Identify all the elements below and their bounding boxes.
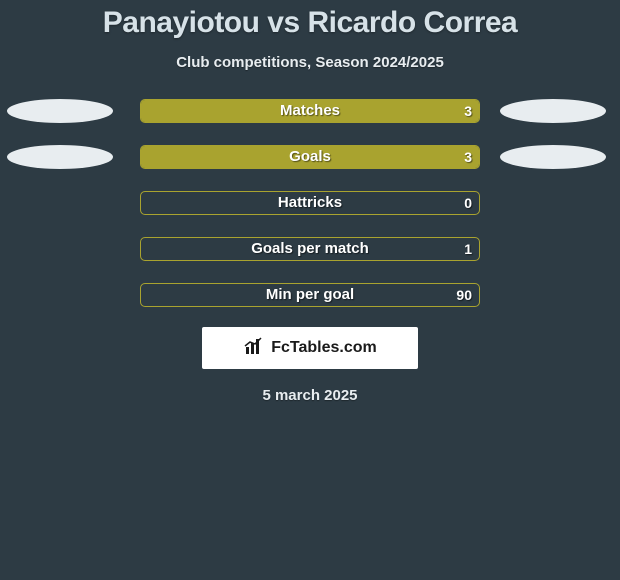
page-title: Panayiotou vs Ricardo Correa	[0, 0, 620, 40]
ellipse-right	[500, 99, 606, 123]
bar-track	[140, 283, 480, 307]
ellipse-left	[7, 145, 113, 169]
bar-track	[140, 237, 480, 261]
stat-row: Goals per match1	[0, 237, 620, 261]
ellipse-right	[500, 145, 606, 169]
stat-row: Hattricks0	[0, 191, 620, 215]
bar-track	[140, 191, 480, 215]
stat-row: Min per goal90	[0, 283, 620, 307]
brand-box: FcTables.com	[202, 327, 418, 369]
bar-track	[140, 145, 480, 169]
subtitle: Club competitions, Season 2024/2025	[0, 54, 620, 71]
ellipse-left	[7, 99, 113, 123]
stat-row: Matches3	[0, 99, 620, 123]
brand-text: FcTables.com	[271, 339, 377, 357]
bar-fill	[141, 100, 479, 122]
brand-chart-icon	[243, 336, 265, 361]
date-text: 5 march 2025	[0, 387, 620, 404]
stats-rows: Matches3 Goals3 Hattricks0 Goals per match1…	[0, 99, 620, 307]
bar-track	[140, 99, 480, 123]
bar-fill	[141, 146, 479, 168]
stat-row: Goals3	[0, 145, 620, 169]
